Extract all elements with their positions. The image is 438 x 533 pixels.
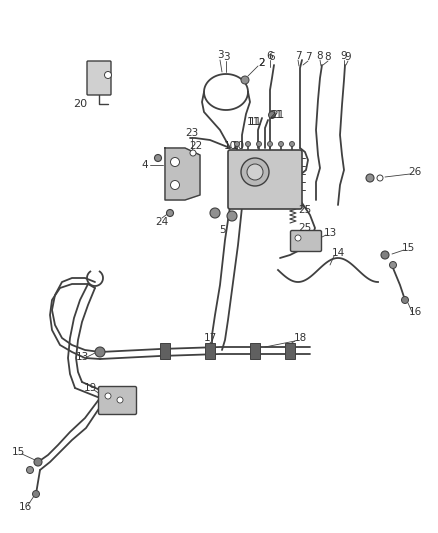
Circle shape	[166, 209, 173, 216]
Bar	[205, 343, 215, 359]
Circle shape	[257, 141, 261, 147]
Circle shape	[381, 251, 389, 259]
Circle shape	[155, 155, 162, 161]
Circle shape	[268, 141, 272, 147]
Circle shape	[290, 141, 294, 147]
Circle shape	[34, 458, 42, 466]
Text: 11: 11	[248, 117, 261, 127]
Circle shape	[295, 235, 301, 241]
Text: 19: 19	[83, 383, 97, 393]
Text: 15: 15	[11, 447, 25, 457]
Text: 13: 13	[75, 352, 88, 362]
Bar	[160, 343, 170, 359]
Text: 15: 15	[401, 243, 415, 253]
Text: 20: 20	[73, 99, 87, 109]
Text: 25: 25	[298, 223, 311, 233]
Text: 7: 7	[305, 52, 311, 62]
Circle shape	[234, 141, 240, 147]
Text: 2: 2	[259, 58, 265, 68]
Text: 8: 8	[325, 52, 331, 62]
Text: 5: 5	[219, 225, 225, 235]
Text: 6: 6	[268, 52, 276, 62]
Circle shape	[279, 141, 283, 147]
Text: 22: 22	[189, 141, 203, 151]
Text: 10: 10	[231, 141, 244, 151]
Text: 3: 3	[223, 52, 230, 62]
Text: 13: 13	[323, 228, 337, 238]
Circle shape	[366, 174, 374, 182]
Circle shape	[170, 157, 180, 166]
Text: 21: 21	[272, 110, 285, 120]
Text: 25: 25	[298, 205, 311, 215]
Text: 26: 26	[408, 167, 422, 177]
Circle shape	[247, 164, 263, 180]
Circle shape	[117, 397, 123, 403]
FancyBboxPatch shape	[290, 230, 321, 252]
FancyBboxPatch shape	[99, 386, 137, 415]
Circle shape	[227, 211, 237, 221]
Text: 18: 18	[293, 333, 307, 343]
Text: 24: 24	[155, 217, 169, 227]
Text: 10: 10	[223, 141, 237, 151]
Circle shape	[402, 296, 409, 303]
Text: 9: 9	[345, 52, 351, 62]
Text: 21: 21	[269, 110, 283, 120]
FancyBboxPatch shape	[87, 61, 111, 95]
Circle shape	[268, 111, 276, 118]
Circle shape	[377, 175, 383, 181]
Text: 8: 8	[317, 51, 323, 61]
Circle shape	[95, 347, 105, 357]
Circle shape	[241, 76, 249, 84]
Text: 3: 3	[217, 50, 223, 60]
FancyBboxPatch shape	[228, 150, 302, 209]
Text: 11: 11	[246, 117, 260, 127]
Text: 16: 16	[408, 307, 422, 317]
Circle shape	[241, 158, 269, 186]
Circle shape	[389, 262, 396, 269]
Circle shape	[27, 466, 33, 473]
Text: 4: 4	[141, 160, 148, 170]
Text: 7: 7	[295, 51, 301, 61]
Text: 17: 17	[203, 333, 217, 343]
Text: 16: 16	[18, 502, 32, 512]
Circle shape	[105, 71, 112, 78]
Circle shape	[32, 490, 39, 497]
Polygon shape	[165, 148, 200, 200]
Bar	[285, 343, 295, 359]
Text: 14: 14	[332, 248, 345, 258]
Text: 23: 23	[185, 128, 198, 138]
Circle shape	[210, 208, 220, 218]
Text: 2: 2	[259, 58, 265, 68]
Circle shape	[105, 393, 111, 399]
Text: 9: 9	[341, 51, 347, 61]
Circle shape	[190, 150, 196, 156]
Bar	[250, 343, 260, 359]
Circle shape	[170, 181, 180, 190]
Text: 6: 6	[267, 51, 273, 61]
Circle shape	[246, 141, 251, 147]
